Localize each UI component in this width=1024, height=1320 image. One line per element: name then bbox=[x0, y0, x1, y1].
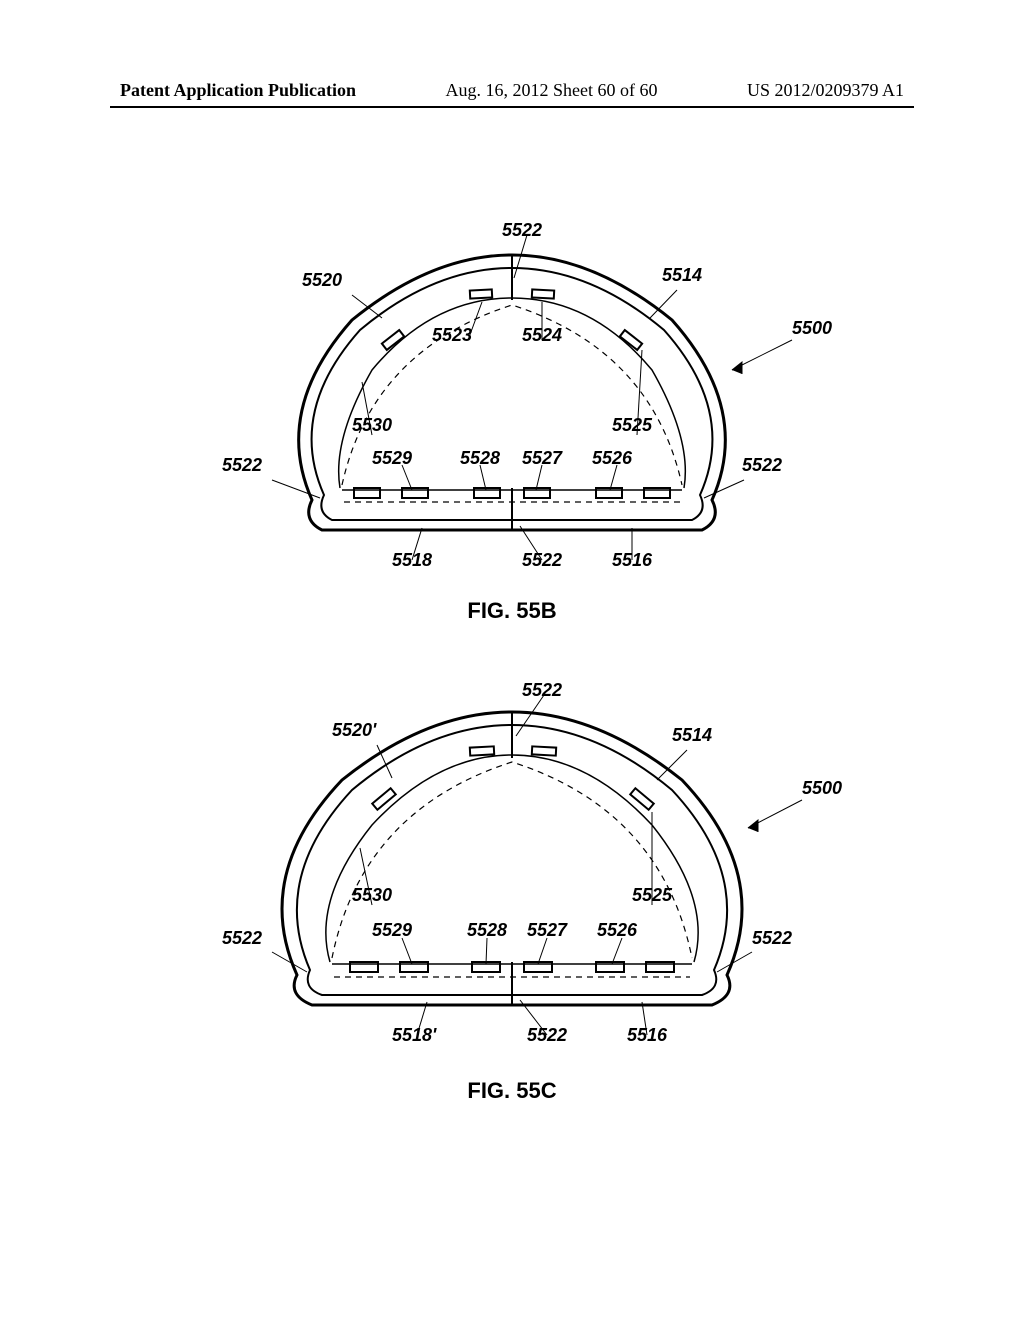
ref-label: 5516 bbox=[612, 550, 652, 571]
figure-55c: 5522 5520' 5514 5500 5530 5525 5529 5528 5527 552… bbox=[0, 680, 1024, 1104]
figure-55c-caption: FIG. 55C bbox=[0, 1078, 1024, 1104]
ref-label: 5514 bbox=[672, 725, 712, 746]
page-header: Patent Application Publication Aug. 16, … bbox=[0, 80, 1024, 101]
ref-label: 5522 bbox=[522, 550, 562, 571]
ref-label: 5518' bbox=[392, 1025, 436, 1046]
ref-label: 5529 bbox=[372, 920, 412, 941]
ref-label: 5524 bbox=[522, 325, 562, 346]
header-right: US 2012/0209379 A1 bbox=[747, 80, 904, 101]
ref-label: 5523 bbox=[432, 325, 472, 346]
figure-55b: 5522 5520 5514 5523 5524 5500 5530 5525 5529 5528… bbox=[0, 220, 1024, 624]
ref-label: 5518 bbox=[392, 550, 432, 571]
ref-label: 5530 bbox=[352, 885, 392, 906]
ref-label: 5522 bbox=[742, 455, 782, 476]
ref-label: 5526 bbox=[597, 920, 637, 941]
ref-label: 5528 bbox=[467, 920, 507, 941]
ref-label: 5500 bbox=[792, 318, 832, 339]
ref-label: 5525 bbox=[632, 885, 672, 906]
ref-label: 5500 bbox=[802, 778, 842, 799]
ref-label: 5520 bbox=[302, 270, 342, 291]
ref-label: 5525 bbox=[612, 415, 652, 436]
ref-label: 5522 bbox=[527, 1025, 567, 1046]
ref-label: 5528 bbox=[460, 448, 500, 469]
header-left: Patent Application Publication bbox=[120, 80, 356, 101]
ref-label: 5516 bbox=[627, 1025, 667, 1046]
header-center: Aug. 16, 2012 Sheet 60 of 60 bbox=[446, 80, 658, 101]
ref-label: 5522 bbox=[222, 455, 262, 476]
ref-label: 5529 bbox=[372, 448, 412, 469]
figure-55b-caption: FIG. 55B bbox=[0, 598, 1024, 624]
ref-label: 5526 bbox=[592, 448, 632, 469]
ref-label: 5514 bbox=[662, 265, 702, 286]
ref-label: 5527 bbox=[527, 920, 567, 941]
header-rule bbox=[110, 106, 914, 108]
ref-label: 5522 bbox=[752, 928, 792, 949]
ref-label: 5522 bbox=[502, 220, 542, 241]
ref-label: 5520' bbox=[332, 720, 376, 741]
figure-55b-svg bbox=[72, 220, 952, 590]
ref-label: 5522 bbox=[522, 680, 562, 701]
ref-label: 5527 bbox=[522, 448, 562, 469]
ref-label: 5522 bbox=[222, 928, 262, 949]
figure-55c-svg bbox=[72, 680, 952, 1070]
ref-label: 5530 bbox=[352, 415, 392, 436]
